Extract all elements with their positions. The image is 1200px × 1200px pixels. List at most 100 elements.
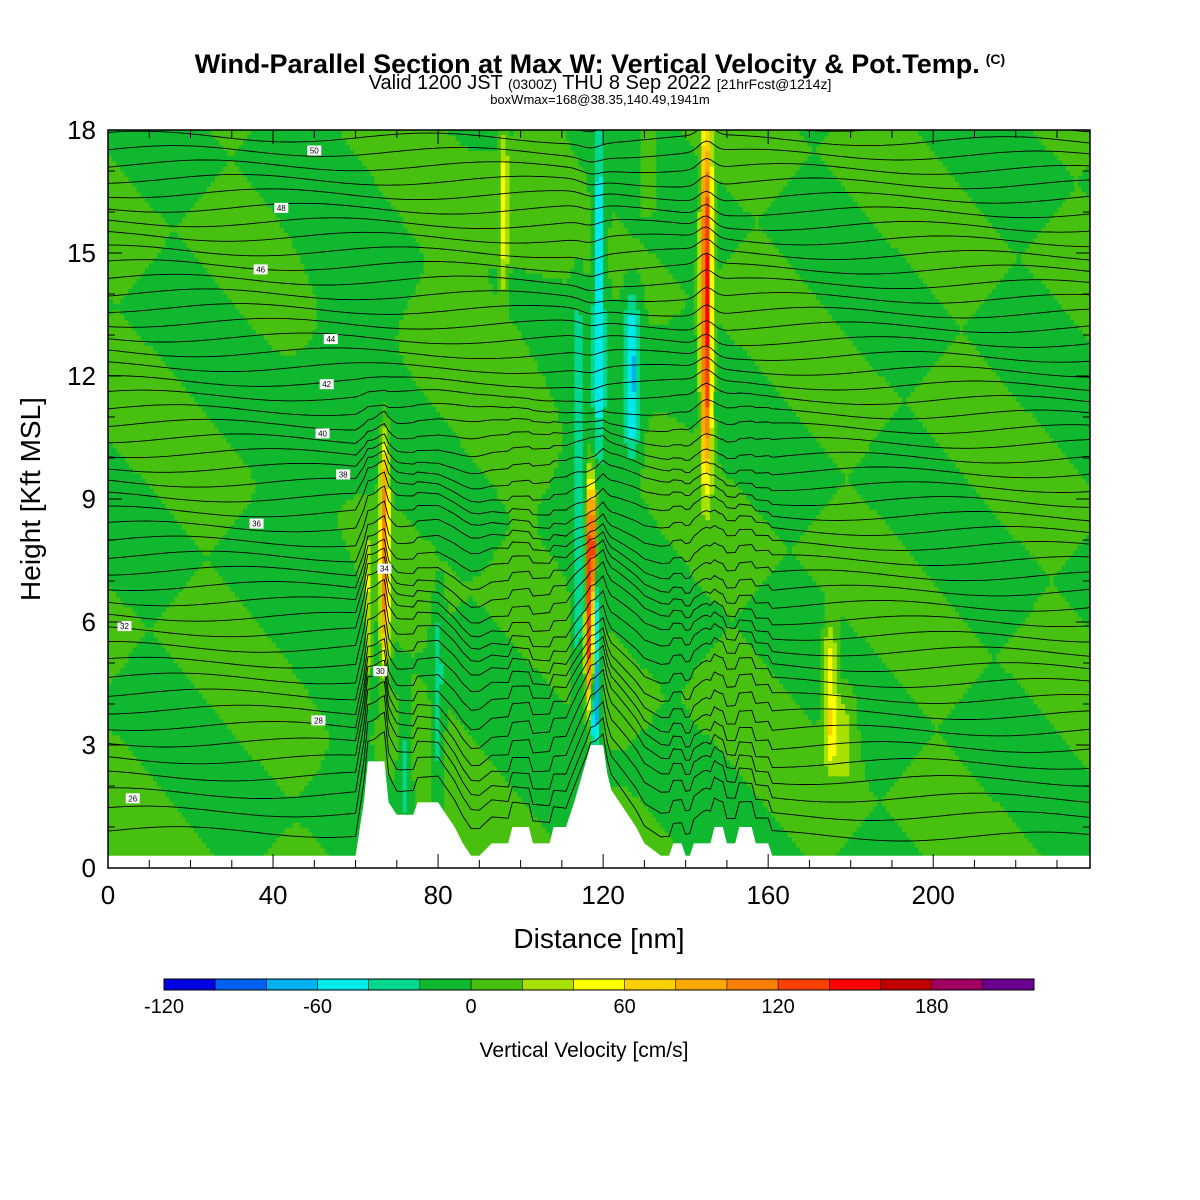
velocity-cell <box>701 350 706 357</box>
velocity-cell <box>623 329 629 336</box>
velocity-cell <box>574 504 584 510</box>
velocity-cell <box>705 283 711 290</box>
velocity-cell <box>709 273 715 280</box>
velocity-cell <box>574 329 584 336</box>
velocity-cell <box>1085 534 1090 541</box>
velocity-cell <box>390 657 436 664</box>
velocity-cell <box>987 647 1001 654</box>
velocity-cell <box>382 529 387 536</box>
velocity-cell <box>603 376 608 382</box>
velocity-cell <box>247 135 342 141</box>
velocity-cell <box>153 206 191 213</box>
velocity-cell <box>1081 186 1090 193</box>
velocity-cell <box>214 545 346 551</box>
velocity-cell <box>1081 616 1090 623</box>
velocity-cell <box>705 253 711 259</box>
velocity-cell <box>386 473 391 480</box>
velocity-cell <box>390 668 436 674</box>
velocity-cell <box>684 304 694 310</box>
velocity-cell <box>709 242 715 249</box>
velocity-cell <box>832 314 952 321</box>
velocity-cell <box>590 217 596 223</box>
velocity-cell <box>631 739 715 746</box>
velocity-cell <box>108 529 187 536</box>
velocity-cell <box>594 268 604 275</box>
velocity-cell <box>590 324 596 331</box>
velocity-cell <box>828 745 837 751</box>
velocity-cell <box>599 565 690 572</box>
velocity-cell <box>738 627 821 633</box>
velocity-cell <box>635 376 641 382</box>
velocity-cell <box>701 324 706 331</box>
colorbar-swatch <box>624 979 677 990</box>
velocity-cell <box>267 632 367 638</box>
velocity-cell <box>586 637 592 644</box>
velocity-cell <box>705 488 711 495</box>
velocity-cell <box>108 463 130 469</box>
velocity-cell <box>971 770 1090 777</box>
velocity-cell <box>594 586 600 592</box>
velocity-cell <box>615 632 723 638</box>
isentrope-label: 34 <box>380 565 389 574</box>
velocity-cell <box>255 186 379 193</box>
isentrope-line <box>108 398 1090 420</box>
velocity-cell <box>635 319 641 326</box>
velocity-cell <box>566 130 596 136</box>
isentrope-line <box>108 368 1090 391</box>
velocity-cell <box>701 411 706 418</box>
velocity-cell <box>574 575 584 582</box>
velocity-cell <box>406 750 412 756</box>
velocity-cell <box>701 130 706 136</box>
velocity-cell <box>975 309 1067 316</box>
isentrope-line <box>108 471 1090 522</box>
velocity-cell <box>590 688 596 695</box>
velocity-cell <box>832 755 850 761</box>
velocity-cell <box>828 719 833 726</box>
velocity-cell <box>1036 417 1090 423</box>
velocity-cell <box>656 176 698 182</box>
velocity-cell <box>316 319 400 326</box>
velocity-cell <box>701 458 711 464</box>
velocity-cell <box>709 135 715 141</box>
velocity-cell <box>603 422 625 428</box>
velocity-cell <box>603 417 625 423</box>
velocity-cell <box>766 519 813 526</box>
velocity-cell <box>627 432 637 439</box>
velocity-cell <box>435 586 445 592</box>
velocity-cell <box>967 319 1075 326</box>
velocity-cell <box>255 483 375 490</box>
velocity-cell <box>255 616 363 623</box>
velocity-cell <box>108 524 183 531</box>
velocity-cell <box>386 586 391 592</box>
velocity-cell <box>533 355 576 362</box>
velocity-cell <box>697 376 702 382</box>
velocity-cell <box>427 632 436 638</box>
velocity-cell <box>582 432 596 439</box>
velocity-cell <box>639 355 698 362</box>
velocity-cell <box>243 171 371 177</box>
velocity-cell <box>386 463 391 469</box>
velocity-cell <box>607 335 625 341</box>
isentrope-line <box>108 140 1090 163</box>
velocity-cell <box>238 596 363 603</box>
velocity-cell <box>590 304 596 310</box>
velocity-cell <box>500 160 506 167</box>
velocity-cell <box>500 263 506 269</box>
velocity-cell <box>435 627 441 633</box>
velocity-cell <box>828 714 833 720</box>
velocity-cell <box>607 355 625 362</box>
velocity-cell <box>603 160 641 167</box>
velocity-cell <box>451 611 490 618</box>
velocity-cell <box>238 514 338 521</box>
velocity-cell <box>275 642 367 649</box>
velocity-cell <box>500 770 739 777</box>
velocity-cell <box>717 324 723 331</box>
velocity-cell <box>668 411 698 418</box>
velocity-cell <box>594 232 604 239</box>
velocity-cell <box>590 212 596 218</box>
velocity-cell <box>623 350 629 357</box>
velocity-cell <box>594 145 604 152</box>
velocity-cell <box>999 801 1090 808</box>
velocity-cell <box>132 606 166 613</box>
velocity-cell <box>574 376 584 382</box>
